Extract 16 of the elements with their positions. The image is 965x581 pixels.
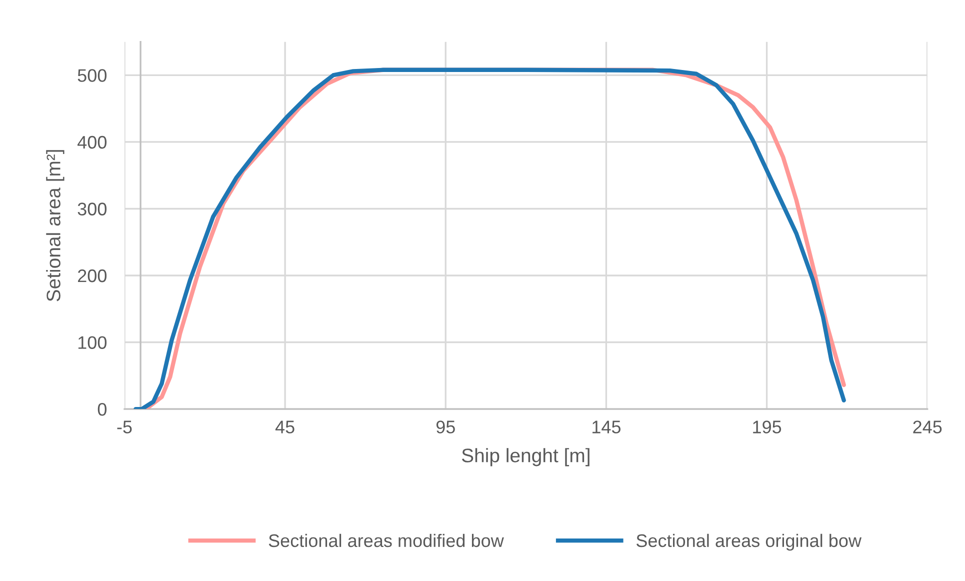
x-tick-label: 245	[913, 420, 942, 434]
legend-label: Sectional areas original bow	[636, 534, 862, 551]
y-tick-label: 0	[98, 402, 107, 416]
x-tick-label: 145	[592, 420, 621, 434]
y-tick-label: 200	[78, 269, 107, 282]
y-tick-label: 400	[78, 136, 107, 149]
legend-label: Sectional areas modified bow	[268, 534, 504, 548]
x-tick-label: -5	[117, 420, 132, 434]
x-tick-label: 95	[436, 420, 455, 434]
x-tick-label: 45	[275, 420, 294, 434]
y-tick-label: 300	[78, 202, 107, 216]
y-tick-label: 500	[78, 69, 107, 82]
x-axis-title: Ship lenght [m]	[462, 448, 590, 466]
y-axis-title: Setional area [m²]	[46, 150, 64, 302]
y-tick-label: 100	[78, 336, 107, 349]
x-tick-label: 195	[753, 420, 782, 434]
